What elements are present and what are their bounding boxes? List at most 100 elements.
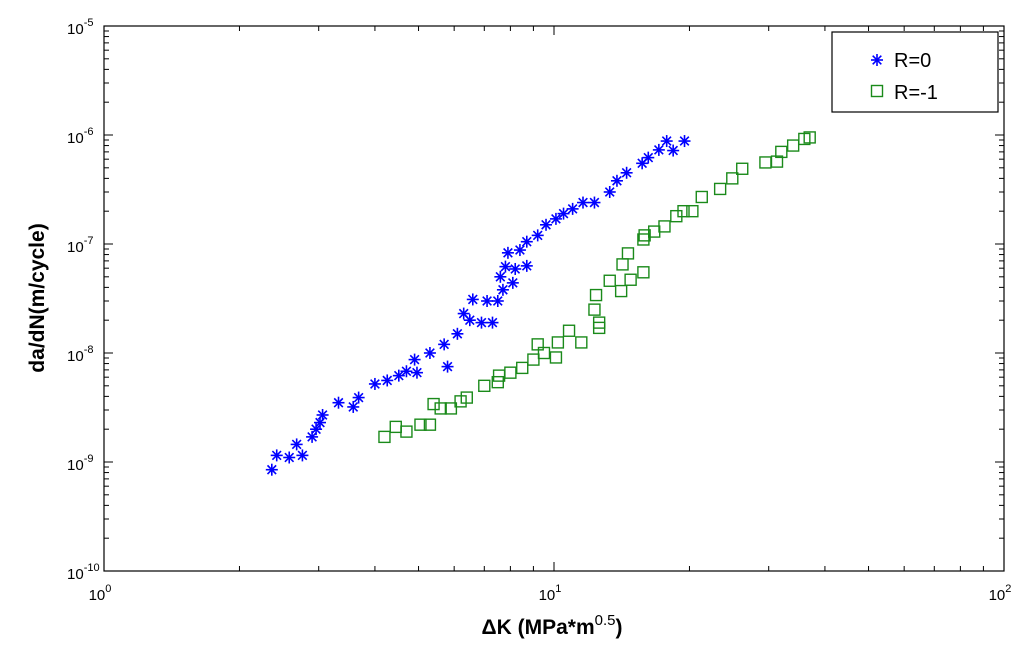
data-point-r-1 (695, 190, 708, 204)
data-point-r0 (499, 260, 512, 273)
data-point-r-1 (775, 145, 788, 159)
x-axis-title: ΔK (MPa*m0.5) (482, 612, 623, 639)
y-tick-label: 10-6 (67, 126, 93, 147)
data-point-r0 (381, 374, 394, 387)
data-point-r-1 (677, 204, 690, 218)
data-point-r-1 (549, 351, 563, 364)
data-point-r-1 (786, 139, 800, 152)
data-point-r0 (531, 229, 544, 242)
data-point-r0 (347, 400, 360, 413)
data-point-r-1 (603, 274, 616, 287)
data-point-r-1 (575, 336, 588, 349)
data-point-r-1 (427, 397, 440, 411)
data-point-r-1 (726, 172, 739, 185)
data-point-r0 (509, 262, 522, 275)
data-point-r-1 (378, 430, 391, 444)
data-point-r0 (588, 196, 601, 209)
data-point-r0 (296, 449, 309, 462)
data-point-r0 (520, 235, 533, 248)
data-point-r0 (494, 270, 507, 283)
legend-square-icon (870, 84, 884, 98)
data-point-r0 (491, 294, 504, 307)
x-tick-label: 102 (989, 583, 1012, 604)
data-point-r0 (332, 396, 345, 409)
data-point-r0 (441, 360, 454, 373)
x-tick-label: 100 (89, 583, 112, 604)
data-point-r-1 (637, 266, 650, 279)
data-point-r0 (486, 316, 499, 329)
data-point-r-1 (537, 346, 551, 360)
y-tick-label: 10-7 (67, 235, 93, 256)
x-tick-label: 101 (539, 583, 562, 604)
data-point-r-1 (414, 418, 427, 431)
data-point-r0 (270, 449, 283, 462)
data-point-r-1 (770, 155, 784, 168)
data-point-r-1 (592, 321, 606, 335)
data-point-r-1 (713, 182, 727, 196)
y-tick-label: 10-9 (67, 453, 93, 474)
legend-marker-r-1 (870, 84, 884, 98)
data-point-r0 (577, 196, 590, 209)
data-point-r0 (620, 166, 633, 179)
data-point-r-1 (400, 425, 413, 438)
data-point-r0 (466, 293, 479, 306)
data-point-r0 (660, 135, 673, 148)
data-point-r0 (513, 244, 526, 257)
data-point-r0 (549, 212, 562, 225)
y-tick-label: 10-10 (67, 562, 100, 583)
data-point-r0 (557, 207, 570, 220)
data-point-r-1 (658, 220, 671, 233)
data-point-r0 (540, 218, 553, 231)
data-point-r0 (290, 438, 303, 451)
data-point-r-1 (803, 131, 816, 144)
data-point-r-1 (491, 375, 504, 389)
data-point-r-1 (460, 391, 473, 404)
data-point-r0 (368, 377, 381, 390)
y-tick-label: 10-5 (67, 17, 93, 38)
data-point-r-1 (637, 233, 650, 246)
data-point-r0 (506, 276, 519, 289)
data-point-r0 (438, 338, 451, 351)
legend-marker-r0 (871, 54, 883, 66)
axis-ticks (103, 26, 1004, 572)
data-point-r-1 (444, 402, 458, 415)
data-point-r0 (283, 451, 296, 464)
data-point-r-1 (516, 361, 529, 375)
data-point-r0 (352, 391, 365, 404)
data-point-r-1 (638, 229, 651, 242)
data-point-r-1 (686, 204, 699, 218)
data-point-r0 (423, 347, 436, 359)
data-point-r0 (496, 283, 509, 296)
legend-label-r0: R=0 (894, 50, 931, 72)
data-point-r0 (481, 294, 494, 307)
data-point-r0 (265, 463, 278, 476)
legend-box (831, 31, 999, 113)
legend-label-r-1: R=-1 (894, 82, 938, 104)
data-point-r0 (463, 314, 476, 327)
y-axis-title: da/dN(m/cycle) (26, 223, 49, 372)
data-point-r-1 (621, 247, 635, 260)
data-points (265, 131, 816, 476)
data-point-r0 (310, 423, 323, 436)
data-point-r-1 (589, 288, 603, 302)
data-point-r0 (451, 327, 464, 340)
data-point-r-1 (588, 303, 601, 316)
data-point-r0 (603, 185, 616, 198)
legend-star-icon (871, 54, 883, 66)
tick-labels: 100 101 102 10-10 10-9 10-8 10-7 10-6 10-5 (67, 17, 1011, 604)
data-point-r-1 (624, 273, 637, 286)
legend: R=0 R=-1 (831, 31, 999, 113)
data-point-r0 (667, 144, 680, 157)
data-point-r0 (636, 157, 649, 170)
data-point-r-1 (478, 379, 491, 393)
data-point-r0 (410, 366, 423, 379)
data-point-r0 (400, 365, 413, 378)
data-point-r0 (408, 353, 421, 366)
plot-area (103, 25, 1005, 572)
data-point-r0 (501, 246, 514, 259)
data-point-r-1 (551, 336, 565, 349)
data-point-r0 (316, 408, 329, 421)
data-point-r-1 (531, 338, 544, 351)
data-point-r0 (642, 151, 655, 164)
